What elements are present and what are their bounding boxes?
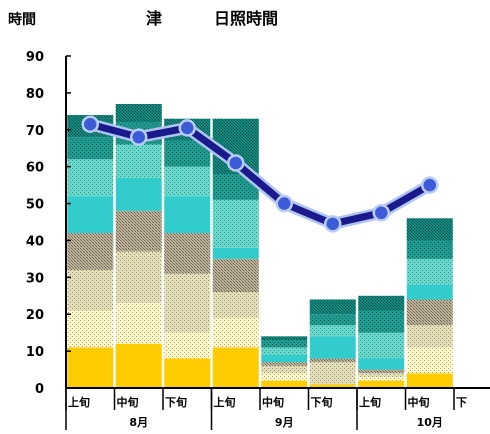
bar-segment xyxy=(116,344,162,388)
bar-segment xyxy=(164,196,210,233)
bar-segment xyxy=(116,178,162,211)
bar-segment xyxy=(164,358,210,388)
bar-segment xyxy=(407,285,453,300)
x-tick-label: 下 xyxy=(456,396,467,409)
bar-segment-texture xyxy=(261,362,307,366)
month-label: 10月 xyxy=(417,416,443,429)
bar-segment-texture xyxy=(261,340,307,347)
y-tick-label: 80 xyxy=(26,87,44,102)
bar-segment-texture xyxy=(164,167,210,197)
bar-segment-texture xyxy=(116,145,162,178)
bar-segment-texture xyxy=(310,362,356,384)
bar-segment-texture xyxy=(116,104,162,122)
bar-segment xyxy=(261,381,307,388)
bar-segment-texture xyxy=(261,336,307,340)
bar-segment-texture xyxy=(116,303,162,344)
line-point xyxy=(277,196,292,211)
y-tick-label: 10 xyxy=(26,345,44,360)
bar-segment xyxy=(67,196,113,233)
bar-segment-texture xyxy=(213,292,259,318)
x-axis-labels: 上旬 中旬 下旬 上旬 中旬 下旬 上旬 中旬 下 8月 9月 10月 xyxy=(66,388,467,430)
bar-segment-texture xyxy=(213,318,259,348)
bar-segment xyxy=(67,347,113,388)
bar-segment-texture xyxy=(213,200,259,248)
bar-segment-texture xyxy=(358,370,404,374)
x-tick-label: 中旬 xyxy=(408,395,430,409)
bar-segment-texture xyxy=(310,358,356,362)
line-point xyxy=(228,155,243,170)
bar-segment-texture xyxy=(358,311,404,333)
bar-segment-texture xyxy=(358,333,404,359)
x-tick-label: 上旬 xyxy=(68,395,90,409)
x-tick-label: 中旬 xyxy=(262,395,284,409)
x-tick-label: 下旬 xyxy=(311,395,333,409)
bar-segment xyxy=(261,355,307,362)
x-tick-label: 上旬 xyxy=(359,395,381,409)
bar-segment-texture xyxy=(407,299,453,325)
line-point xyxy=(180,120,195,135)
bar-segment-texture xyxy=(116,252,162,304)
line-point xyxy=(325,216,340,231)
bar-segment xyxy=(358,358,404,369)
bar-segment-texture xyxy=(407,347,453,373)
bar-segment xyxy=(358,381,404,388)
x-tick-label: 下旬 xyxy=(165,395,187,409)
y-tick-label: 90 xyxy=(26,50,44,65)
bar-segment-texture xyxy=(407,325,453,347)
y-tick-label: 50 xyxy=(26,198,44,213)
y-tick-label: 60 xyxy=(26,161,44,176)
bar-segment-texture xyxy=(116,211,162,252)
line-point xyxy=(422,178,437,193)
bar-segment-texture xyxy=(67,270,113,311)
x-tick-label: 中旬 xyxy=(117,395,139,409)
bar-segment-texture xyxy=(310,299,356,314)
y-tick-label: 40 xyxy=(26,234,44,249)
bar-segment-texture xyxy=(67,311,113,348)
month-label: 9月 xyxy=(275,416,294,429)
bar-segment xyxy=(213,248,259,259)
bar-segment-texture xyxy=(261,347,307,354)
bar-segment-texture xyxy=(358,377,404,381)
line-point xyxy=(131,130,146,145)
month-label: 8月 xyxy=(129,416,148,429)
bar-segment-texture xyxy=(358,373,404,377)
y-tick-label: 20 xyxy=(26,308,44,323)
bar-segment-texture xyxy=(164,233,210,274)
bar-segment-texture xyxy=(261,366,307,373)
bar-segment-texture xyxy=(261,373,307,380)
station-name: 津 xyxy=(146,9,162,28)
bar-segment-texture xyxy=(67,233,113,270)
bar-segment-texture xyxy=(310,325,356,336)
bars-layer xyxy=(67,104,453,388)
bar-segment-texture xyxy=(407,259,453,285)
bar-segment-texture xyxy=(164,333,210,359)
y-tick-label: 0 xyxy=(35,382,44,397)
y-tick-label: 70 xyxy=(26,124,44,139)
bar-segment-texture xyxy=(358,296,404,311)
x-tick-label: 上旬 xyxy=(214,395,236,409)
bar-segment-texture xyxy=(67,159,113,196)
y-axis-unit-label: 時間 xyxy=(8,11,36,28)
bar-segment-texture xyxy=(213,259,259,292)
bar-segment-texture xyxy=(310,314,356,325)
line-point xyxy=(83,117,98,132)
bar-segment-texture xyxy=(407,218,453,240)
y-tick-label: 30 xyxy=(26,271,44,286)
bar-segment xyxy=(213,347,259,388)
bar-segment-texture xyxy=(407,240,453,258)
bar-segment xyxy=(310,336,356,358)
bar-segment xyxy=(407,373,453,388)
bar-segment-texture xyxy=(67,137,113,159)
line-point xyxy=(374,205,389,220)
chart-title: 日照時間 xyxy=(214,9,278,28)
bar-segment-texture xyxy=(164,274,210,333)
